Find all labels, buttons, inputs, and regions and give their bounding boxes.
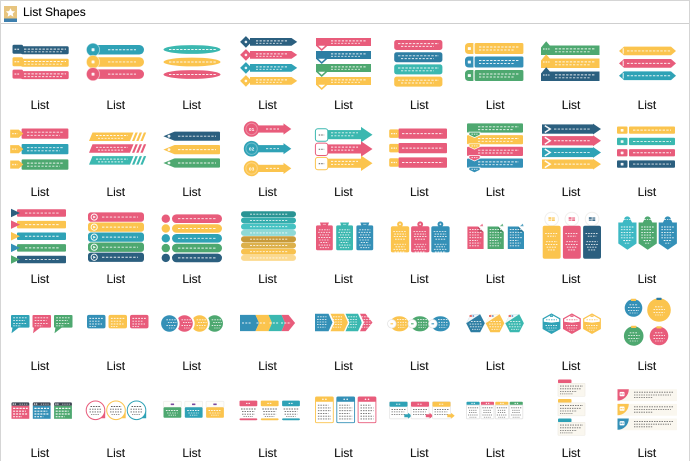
svg-text:02: 02 <box>249 147 255 153</box>
svg-text:03: 03 <box>249 166 255 172</box>
svg-text:01: 01 <box>249 127 255 133</box>
